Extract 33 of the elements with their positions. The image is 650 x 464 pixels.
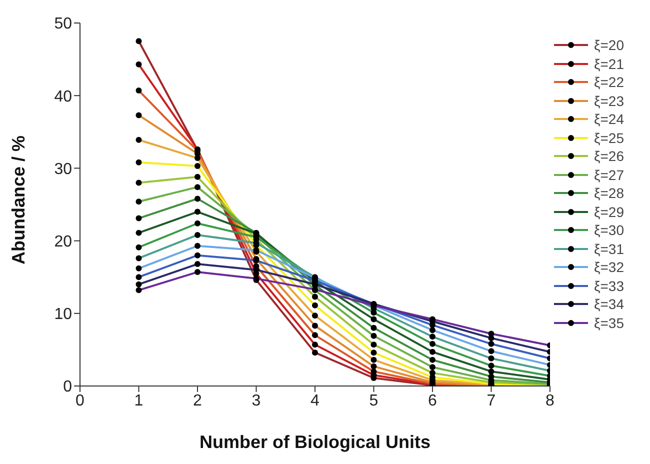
x-tick-label: 6 (428, 392, 438, 410)
legend-label: ξ=29 (594, 204, 624, 220)
legend-label: ξ=20 (594, 37, 624, 54)
legend-label: ξ=24 (594, 111, 624, 128)
x-tick-label: 7 (486, 392, 496, 410)
legend-label: ξ=33 (594, 278, 624, 294)
x-tick-label: 8 (546, 392, 555, 410)
legend-label: ξ=32 (594, 259, 624, 276)
x-tick-label: 5 (369, 392, 378, 410)
x-axis-title: Number of Biological Units (199, 432, 430, 452)
legend-label: ξ=25 (594, 130, 624, 146)
y-tick-label: 0 (63, 378, 72, 396)
x-tick-label: 1 (134, 392, 144, 410)
x-tick-label: 2 (193, 392, 202, 410)
y-tick-label: 40 (54, 88, 72, 106)
legend-label: ξ=23 (594, 92, 624, 109)
legend-label: ξ=34 (594, 296, 624, 312)
legend-label: ξ=27 (594, 166, 624, 183)
y-axis-title: Abundance / % (8, 135, 28, 264)
x-tick-label: 0 (76, 392, 85, 410)
legend-label: ξ=28 (594, 185, 624, 202)
y-tick-label: 50 (54, 16, 72, 33)
legend-label: ξ=30 (594, 222, 624, 238)
legend-label: ξ=26 (594, 148, 624, 164)
y-tick-label: 30 (54, 160, 72, 178)
y-tick-label: 20 (54, 233, 72, 250)
x-tick-label: 4 (310, 392, 320, 410)
x-tick-label: 3 (252, 392, 261, 410)
legend-label: ξ=22 (594, 74, 624, 90)
legend-label: ξ=35 (594, 314, 624, 331)
legend-label: ξ=21 (594, 56, 624, 72)
y-tick-label: 10 (54, 306, 72, 324)
legend-label: ξ=31 (594, 240, 624, 257)
